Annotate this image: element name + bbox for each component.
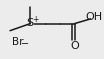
Text: OH: OH: [86, 12, 103, 22]
Text: Br: Br: [12, 37, 23, 47]
Text: −: −: [21, 39, 29, 49]
Text: S: S: [26, 18, 33, 28]
Text: O: O: [70, 41, 79, 51]
Text: +: +: [32, 15, 38, 24]
